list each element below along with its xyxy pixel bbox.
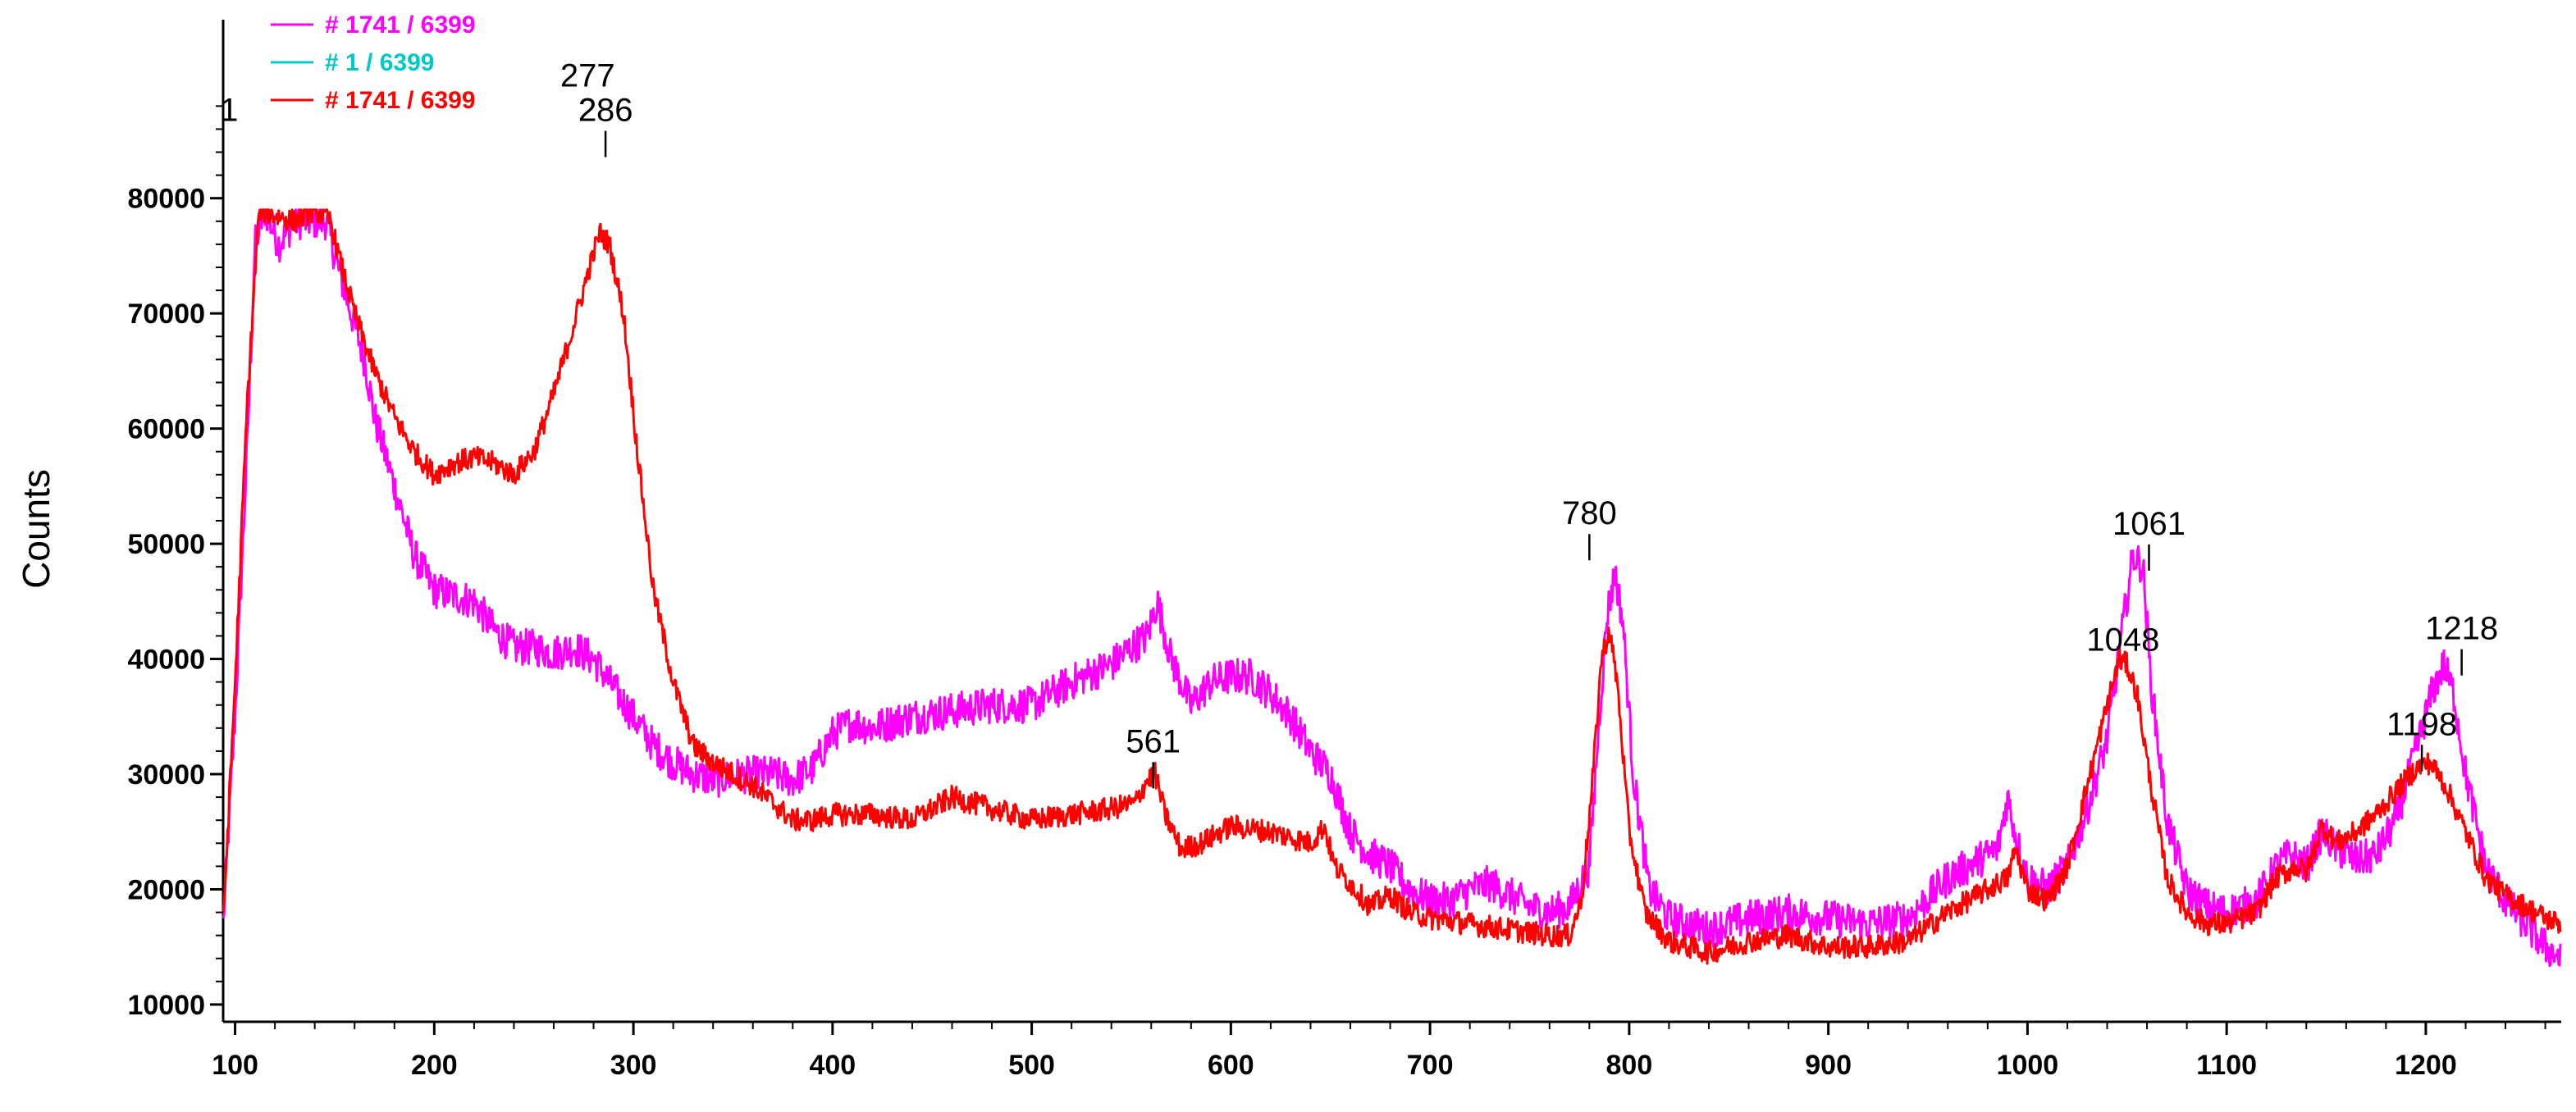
peak-label: 2 — [578, 93, 596, 129]
series-line-1 — [222, 208, 2562, 968]
legend-item-3: # 1741 / 6399 — [271, 87, 476, 114]
y-tick-label: 10000 — [127, 990, 205, 1021]
legend: # 1741 / 6399 # 1 / 6399 # 1741 / 6399 — [271, 11, 476, 114]
x-tick-label: 100 — [212, 1050, 258, 1081]
y-axis-title: Counts — [15, 469, 57, 589]
y-tick-label: 60000 — [127, 414, 205, 445]
series-line-3 — [222, 208, 2562, 965]
y-tick-label: 70000 — [127, 299, 205, 330]
y-tick-label: 50000 — [127, 529, 205, 560]
legend-item-1: # 1741 / 6399 — [271, 11, 476, 39]
x-tick-label: 700 — [1407, 1050, 1454, 1081]
peak-label: 1048 — [2086, 622, 2159, 659]
y-tick-label: 30000 — [127, 759, 205, 791]
peak-label: 561 — [1126, 723, 1181, 759]
peak-label: 1198 — [2386, 706, 2457, 742]
x-tick-label: 500 — [1008, 1050, 1055, 1081]
series-layer — [222, 208, 2562, 968]
legend-label-1: # 1741 / 6399 — [325, 11, 476, 39]
x-tick-label: 900 — [1805, 1050, 1852, 1081]
x-tick-label: 1200 — [2395, 1050, 2457, 1081]
peak-label: 277 — [560, 57, 615, 93]
peak-label: 1061 — [2112, 506, 2185, 542]
x-tick-label: 1000 — [1997, 1050, 2059, 1081]
legend-label-3: # 1741 / 6399 — [325, 87, 476, 114]
x-tick-label: 600 — [1208, 1050, 1254, 1081]
peak-label: 780 — [1562, 495, 1617, 531]
legend-label-2: # 1 / 6399 — [325, 49, 434, 76]
y-tick-label: 40000 — [127, 645, 205, 676]
x-tick-label: 1100 — [2196, 1050, 2257, 1081]
y-axis-ticks: 10000 20000 30000 40000 50000 60000 70000 80000 — [127, 105, 223, 1021]
peak-label: 286 — [578, 93, 633, 129]
peak-label: 1218 — [2425, 611, 2498, 647]
peak-label: 1 — [220, 93, 238, 129]
x-tick-label: 300 — [610, 1050, 657, 1081]
y-tick-label: 80000 — [127, 184, 205, 215]
x-tick-label: 200 — [411, 1050, 458, 1081]
y-tick-label: 20000 — [127, 874, 205, 905]
x-tick-label: 400 — [809, 1050, 856, 1081]
x-axis-ticks: 100 200 300 400 500 600 700 800 900 1000 1100 1200 — [212, 1022, 2546, 1081]
legend-item-2: # 1 / 6399 — [271, 49, 434, 76]
x-tick-label: 800 — [1606, 1050, 1653, 1081]
